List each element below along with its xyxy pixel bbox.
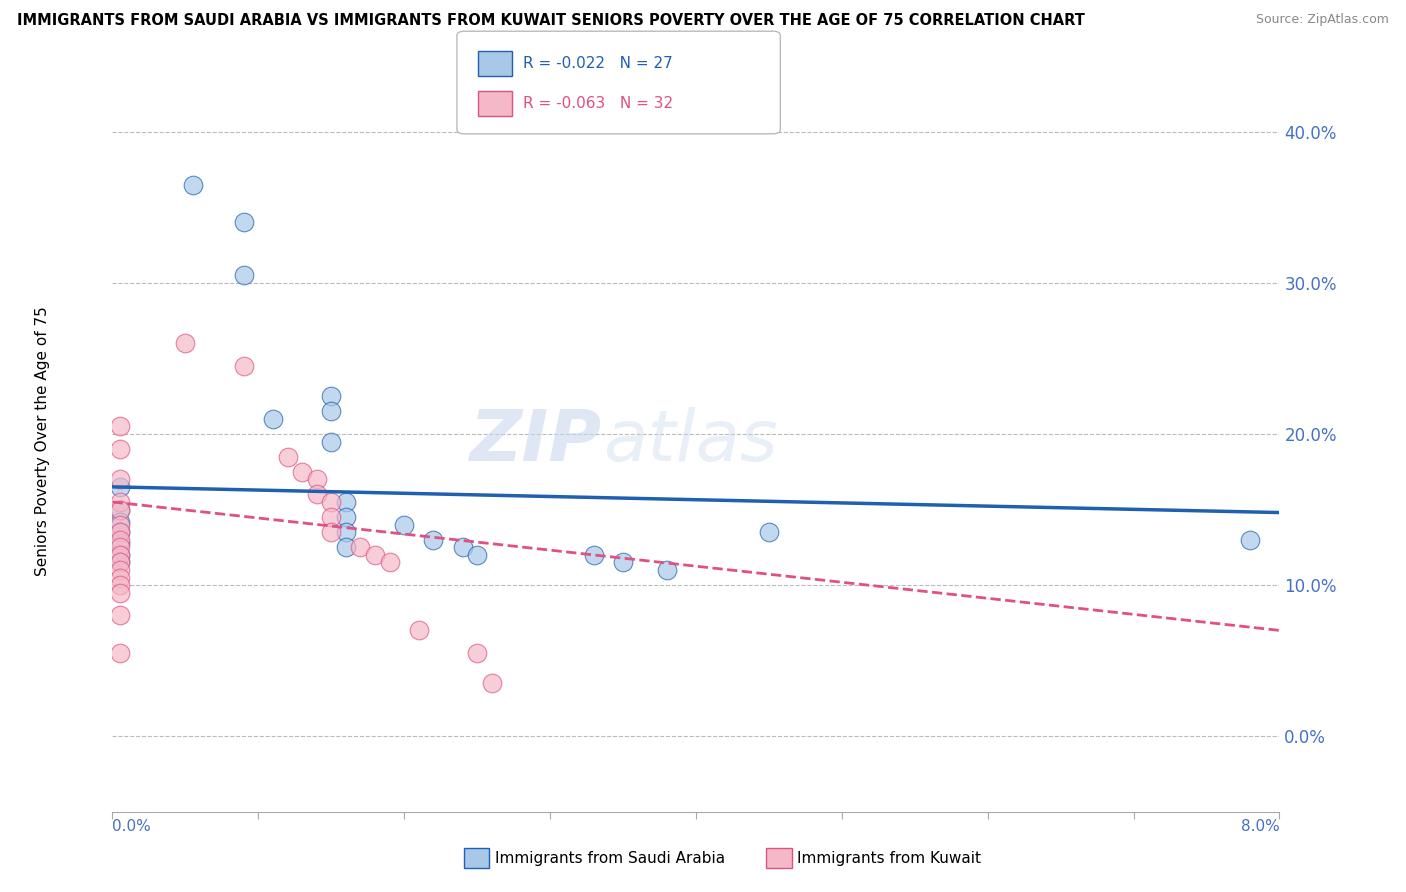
Point — [408, 624, 430, 638]
Point — [451, 541, 474, 555]
Point — [758, 525, 780, 540]
Point — [232, 359, 254, 373]
Point — [108, 556, 131, 570]
Point — [321, 389, 343, 403]
Text: Immigrants from Saudi Arabia: Immigrants from Saudi Arabia — [495, 851, 725, 865]
Text: 0.0%: 0.0% — [112, 819, 152, 834]
Point — [108, 525, 131, 540]
Point — [321, 434, 343, 449]
Point — [262, 412, 284, 426]
Point — [276, 450, 298, 464]
Text: IMMIGRANTS FROM SAUDI ARABIA VS IMMIGRANTS FROM KUWAIT SENIORS POVERTY OVER THE : IMMIGRANTS FROM SAUDI ARABIA VS IMMIGRAN… — [17, 13, 1085, 29]
Point — [108, 472, 131, 486]
Text: atlas: atlas — [603, 407, 778, 476]
Text: ZIP: ZIP — [471, 407, 603, 476]
Text: Seniors Poverty Over the Age of 75: Seniors Poverty Over the Age of 75 — [35, 307, 51, 576]
Point — [291, 465, 314, 479]
Point — [108, 480, 131, 494]
Point — [108, 515, 131, 529]
Point — [321, 495, 343, 509]
Point — [481, 676, 503, 690]
Point — [108, 646, 131, 660]
Point — [335, 525, 357, 540]
Point — [108, 578, 131, 592]
Point — [108, 517, 131, 532]
Point — [321, 404, 343, 418]
Point — [335, 541, 357, 555]
Text: Immigrants from Kuwait: Immigrants from Kuwait — [797, 851, 981, 865]
Point — [108, 570, 131, 584]
Point — [349, 541, 371, 555]
Point — [364, 548, 387, 562]
Point — [108, 442, 131, 456]
Point — [108, 533, 131, 547]
Point — [108, 525, 131, 540]
Text: R = -0.022   N = 27: R = -0.022 N = 27 — [523, 56, 673, 71]
Text: 8.0%: 8.0% — [1240, 819, 1279, 834]
Point — [612, 556, 634, 570]
Point — [108, 502, 131, 516]
Point — [422, 533, 444, 547]
Text: R = -0.063   N = 32: R = -0.063 N = 32 — [523, 95, 673, 111]
Point — [232, 268, 254, 283]
Point — [305, 472, 328, 486]
Point — [174, 336, 197, 351]
Point — [1239, 533, 1261, 547]
Point — [394, 517, 416, 532]
Point — [108, 502, 131, 516]
Point — [108, 535, 131, 549]
Text: Source: ZipAtlas.com: Source: ZipAtlas.com — [1256, 13, 1389, 27]
Point — [232, 215, 254, 229]
Point — [378, 556, 401, 570]
Point — [335, 495, 357, 509]
Point — [108, 419, 131, 434]
Point — [108, 495, 131, 509]
Point — [181, 178, 204, 192]
Point — [582, 548, 605, 562]
Point — [321, 510, 343, 524]
Point — [108, 608, 131, 623]
Point — [655, 563, 678, 577]
Point — [305, 487, 328, 501]
Point — [465, 646, 488, 660]
Point — [108, 585, 131, 599]
Point — [108, 548, 131, 562]
Point — [465, 548, 488, 562]
Point — [108, 548, 131, 562]
Point — [335, 510, 357, 524]
Point — [108, 556, 131, 570]
Point — [108, 541, 131, 555]
Point — [108, 563, 131, 577]
Point — [321, 525, 343, 540]
